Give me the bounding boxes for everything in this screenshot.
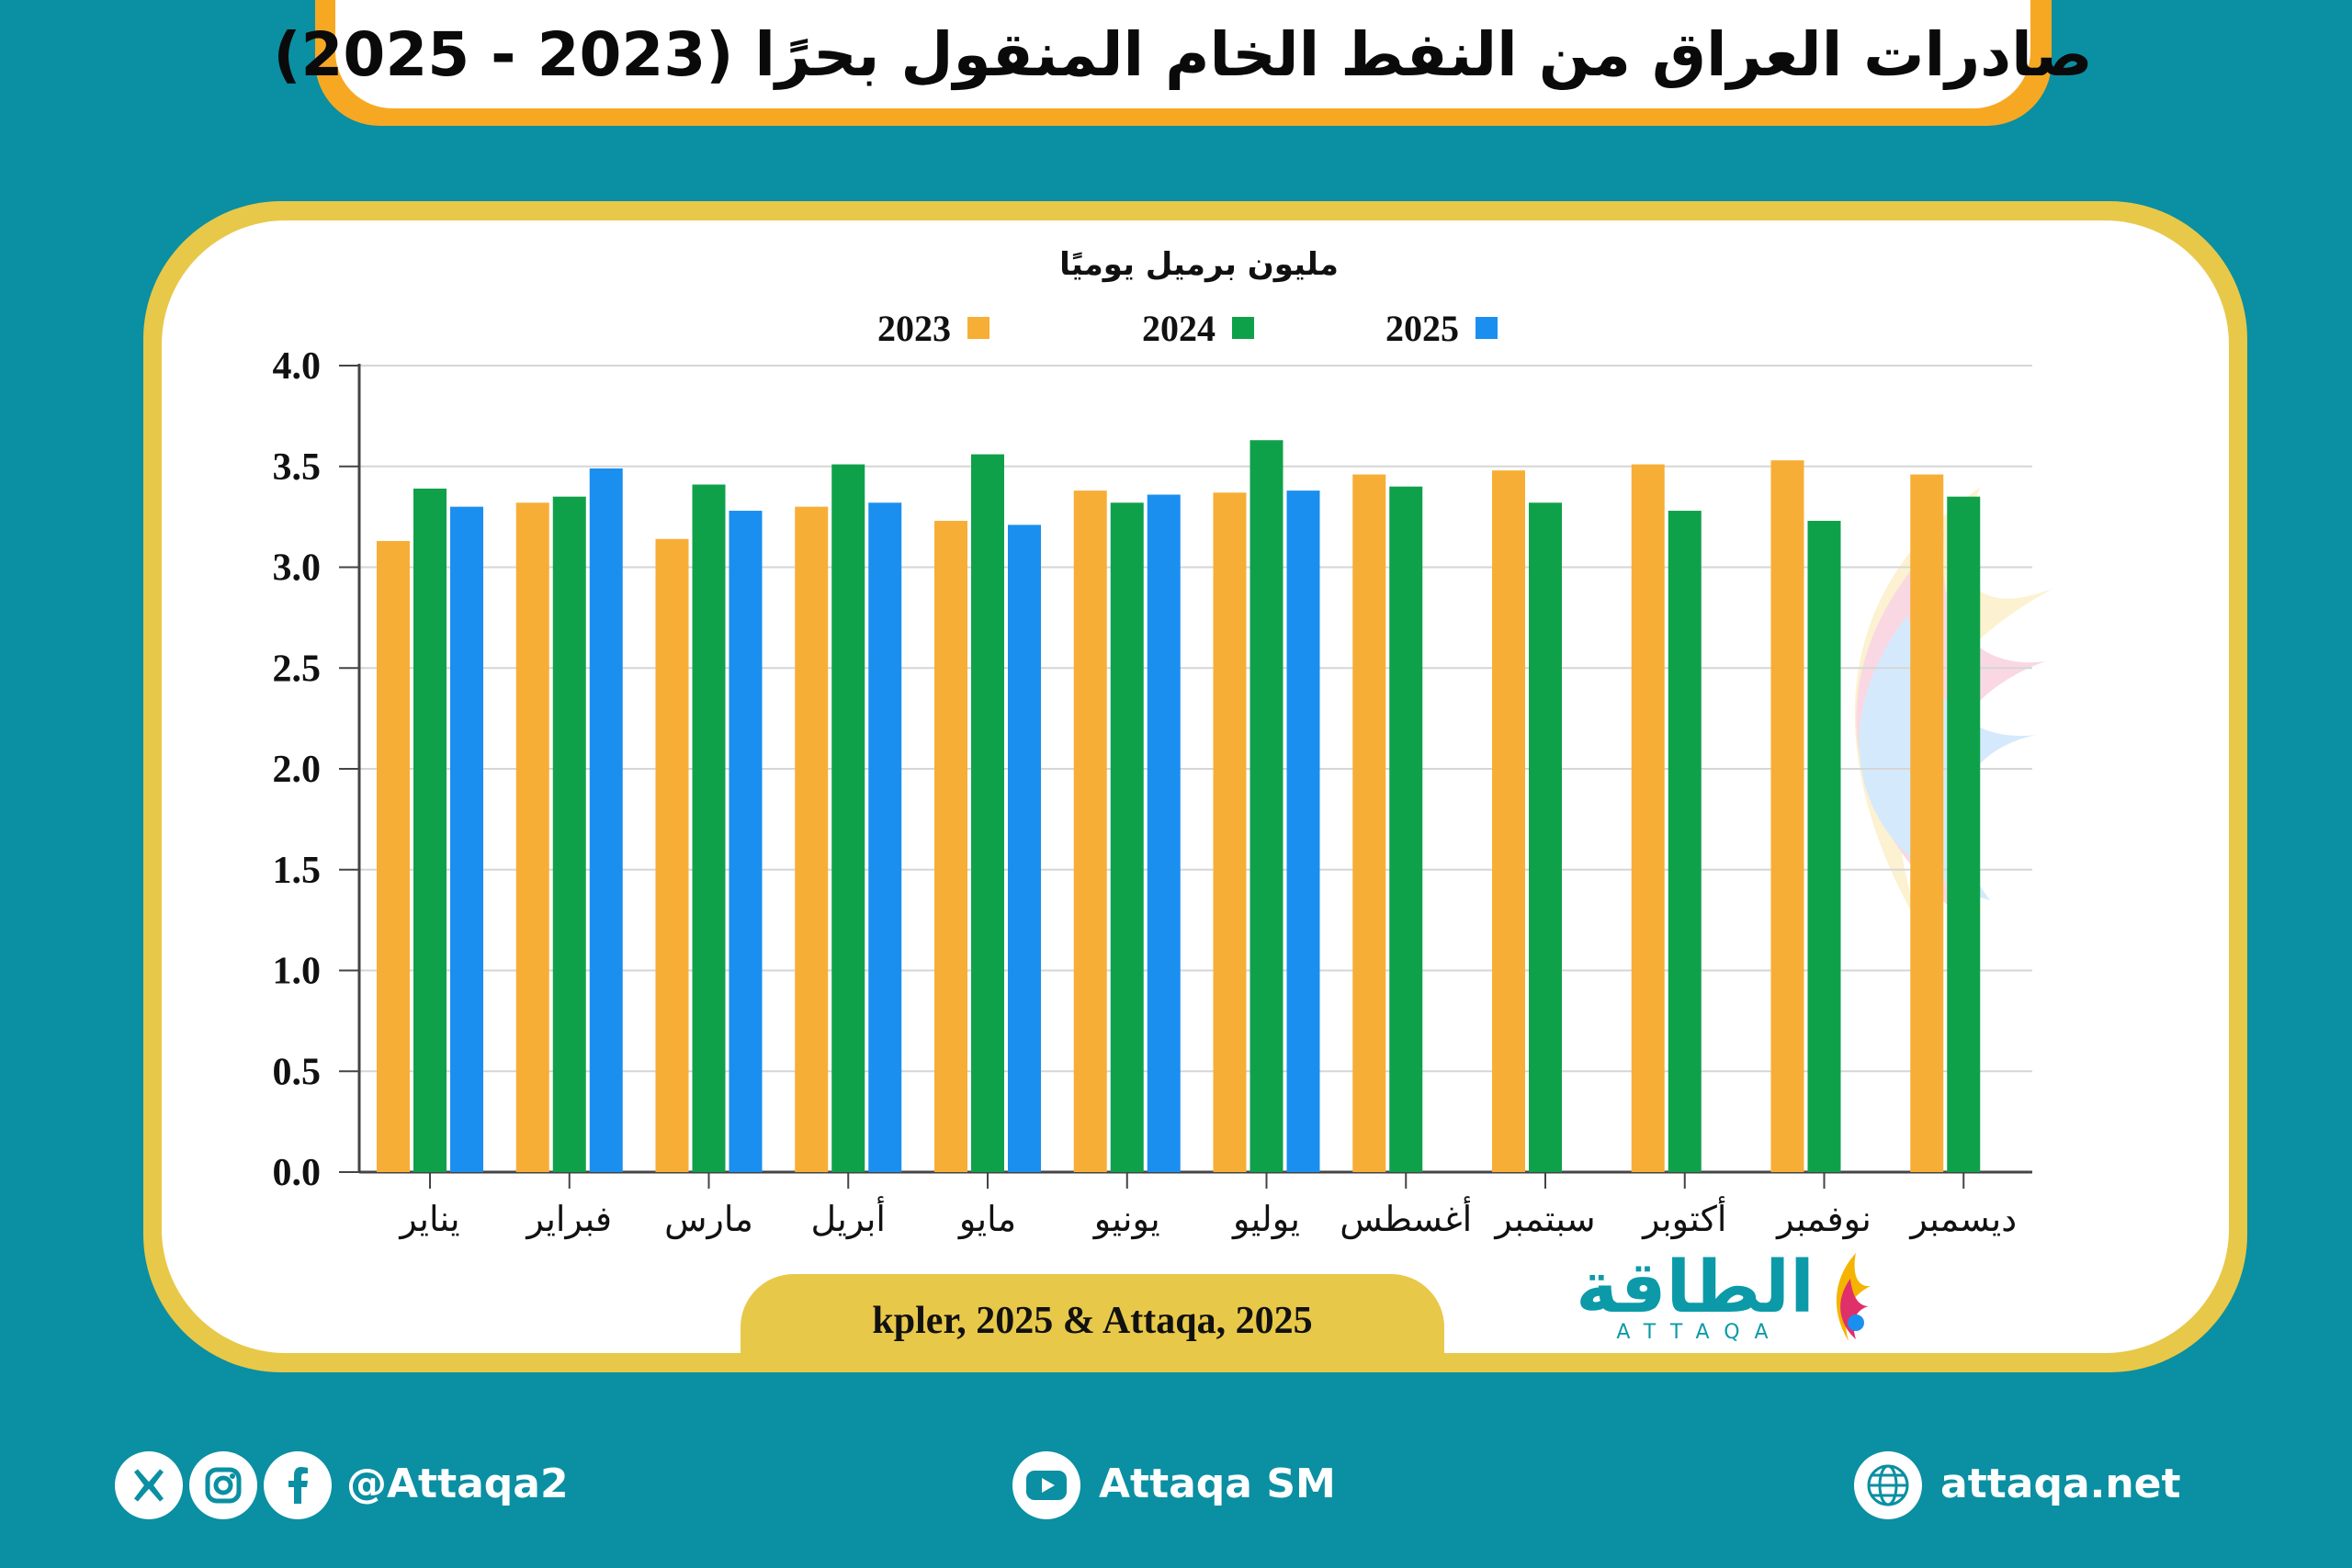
bar-2024-4 [831, 464, 865, 1172]
bar-2024-11 [1807, 521, 1841, 1172]
bar-2023-11 [1770, 460, 1804, 1172]
title-box: صادرات العراق من النفط الخام المنقول بحر… [273, 0, 2093, 108]
x-tick-label: ديسمبر [1908, 1199, 2017, 1240]
bar-2024-12 [1947, 496, 1981, 1172]
website-url[interactable]: attaqa.net [1940, 1461, 2181, 1507]
instagram-icon [205, 1467, 242, 1504]
globe-icon [1867, 1464, 1909, 1506]
website-link[interactable] [1854, 1451, 1922, 1519]
bar-2025-4 [868, 502, 902, 1172]
bar-2023-9 [1492, 470, 1525, 1172]
bar-2025-6 [1147, 494, 1181, 1172]
x-tick-label: أبريل [811, 1196, 886, 1240]
x-tick-label: أكتوبر [1641, 1196, 1726, 1240]
legend-label-2025: 2025 [1385, 307, 1459, 349]
bar-2023-4 [795, 506, 829, 1172]
bar-2024-1 [413, 488, 447, 1172]
bar-2024-2 [552, 496, 586, 1172]
bar-2024-9 [1529, 502, 1562, 1172]
facebook-icon [288, 1467, 308, 1504]
facebook-link[interactable] [264, 1451, 332, 1519]
x-tick-label: يوليو [1231, 1199, 1300, 1240]
bar-2024-10 [1668, 511, 1702, 1172]
footer: @Attaqa2 Attaqa SM attaqa.net [0, 1451, 2352, 1534]
y-tick-label: 2.0 [273, 749, 322, 791]
x-link[interactable] [115, 1451, 183, 1519]
bar-2025-5 [1008, 525, 1041, 1172]
x-tick-label: مارس [664, 1199, 753, 1240]
bar-2025-2 [589, 468, 623, 1172]
bar-2025-7 [1286, 491, 1320, 1172]
bar-2023-2 [515, 502, 549, 1172]
bar-2023-10 [1631, 464, 1665, 1172]
x-tick-label: مايو [957, 1199, 1016, 1240]
bar-2024-6 [1110, 502, 1144, 1172]
x-tick-label: يونيو [1092, 1199, 1160, 1240]
x-icon [134, 1469, 164, 1502]
instagram-link[interactable] [189, 1451, 257, 1519]
x-tick-label: نوفمبر [1775, 1199, 1871, 1240]
legend-item-2023: 2023 [877, 307, 989, 349]
legend-item-2024: 2024 [1142, 307, 1254, 349]
bar-2025-1 [450, 506, 483, 1172]
y-tick-label: 0.5 [273, 1051, 322, 1093]
brand-flame-icon [1836, 1253, 1871, 1341]
youtube-channel[interactable]: Attaqa SM [1099, 1461, 1336, 1507]
youtube-link[interactable] [1012, 1451, 1080, 1519]
x-tick-label: سبتمبر [1493, 1199, 1595, 1240]
legend-swatch-2025 [1476, 317, 1498, 339]
x-tick-label: أغسطس [1340, 1196, 1472, 1240]
legend-swatch-2024 [1232, 317, 1254, 339]
y-tick-label: 3.0 [273, 547, 322, 590]
legend-label-2023: 2023 [877, 307, 951, 349]
bar-2023-8 [1352, 474, 1386, 1172]
legend-label-2024: 2024 [1142, 307, 1216, 349]
bar-2023-7 [1213, 492, 1247, 1172]
x-tick-label: فبراير [525, 1199, 612, 1240]
bar-2025-3 [729, 511, 763, 1172]
social-handle[interactable]: @Attaqa2 [346, 1461, 569, 1507]
brand-name: الطاقة [1576, 1247, 1815, 1329]
bar-2023-5 [934, 521, 967, 1172]
bar-2024-3 [692, 484, 726, 1172]
source-pill: kpler, 2025 & Attaqa, 2025 [741, 1274, 1444, 1368]
chart-title: صادرات العراق من النفط الخام المنقول بحر… [273, 18, 2093, 90]
source-text: kpler, 2025 & Attaqa, 2025 [872, 1300, 1313, 1342]
brand-logo: الطاقة ATTAQA [1562, 1249, 1893, 1350]
y-tick-label: 1.5 [273, 850, 322, 892]
bar-2024-7 [1250, 440, 1283, 1173]
x-tick-label: يناير [398, 1199, 459, 1240]
youtube-icon [1026, 1471, 1067, 1500]
y-axis-unit-label: مليون برميل يوميًا [1059, 246, 1339, 283]
bar-2023-3 [655, 538, 689, 1172]
y-tick-label: 2.5 [273, 648, 322, 690]
bar-2024-8 [1389, 486, 1423, 1172]
y-tick-label: 4.0 [273, 345, 322, 388]
y-tick-label: 0.0 [273, 1152, 322, 1194]
bar-2023-12 [1910, 474, 1944, 1172]
bar-2024-5 [971, 454, 1004, 1173]
bar-2023-6 [1073, 491, 1107, 1172]
legend-item-2025: 2025 [1385, 307, 1498, 349]
legend-swatch-2023 [967, 317, 989, 339]
bar-2023-1 [377, 540, 410, 1172]
brand-latin: ATTAQA [1616, 1321, 1783, 1344]
y-tick-label: 1.0 [273, 951, 322, 993]
y-tick-label: 3.5 [273, 446, 322, 489]
